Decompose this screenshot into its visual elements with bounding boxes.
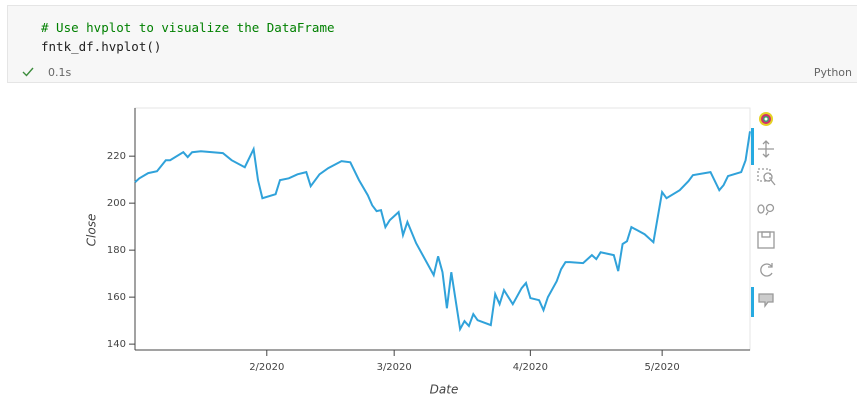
cell-status: 0.1s Python: [7, 62, 857, 83]
x-tick-label: 4/2020: [513, 362, 548, 373]
box-zoom-tool[interactable]: [757, 168, 776, 186]
code-line: fntk_df.hvplot(): [41, 39, 162, 54]
x-tick-label: 5/2020: [645, 362, 680, 373]
y-tick-label: 140: [107, 339, 126, 350]
bokeh-logo[interactable]: [759, 112, 773, 126]
code-cell[interactable]: # Use hvplot to visualize the DataFrame …: [7, 5, 857, 63]
data-line: [134, 131, 751, 333]
active-tool-indicator: [751, 287, 754, 317]
x-tick-label: 3/2020: [377, 362, 412, 373]
x-axis-label: Date: [430, 383, 459, 397]
y-axis-label: Close: [85, 214, 99, 247]
check-icon: [22, 67, 34, 77]
save-tool[interactable]: [757, 231, 775, 249]
y-tick-label: 200: [107, 198, 126, 209]
plot-frame: [134, 107, 751, 351]
pan-tool[interactable]: [758, 140, 774, 158]
code-line: # Use hvplot to visualize the DataFrame: [41, 20, 335, 35]
exec-time: 0.1s: [48, 66, 72, 79]
y-tick-label: 220: [107, 151, 126, 162]
y-tick-label: 160: [107, 292, 126, 303]
active-tool-indicator: [751, 128, 754, 165]
hover-tool[interactable]: [758, 293, 774, 308]
wheel-zoom-tool[interactable]: [757, 203, 775, 216]
language[interactable]: Python: [813, 66, 852, 79]
x-tick-label: 2/2020: [249, 362, 284, 373]
y-tick-label: 180: [107, 245, 126, 256]
reset-tool[interactable]: [760, 263, 773, 277]
